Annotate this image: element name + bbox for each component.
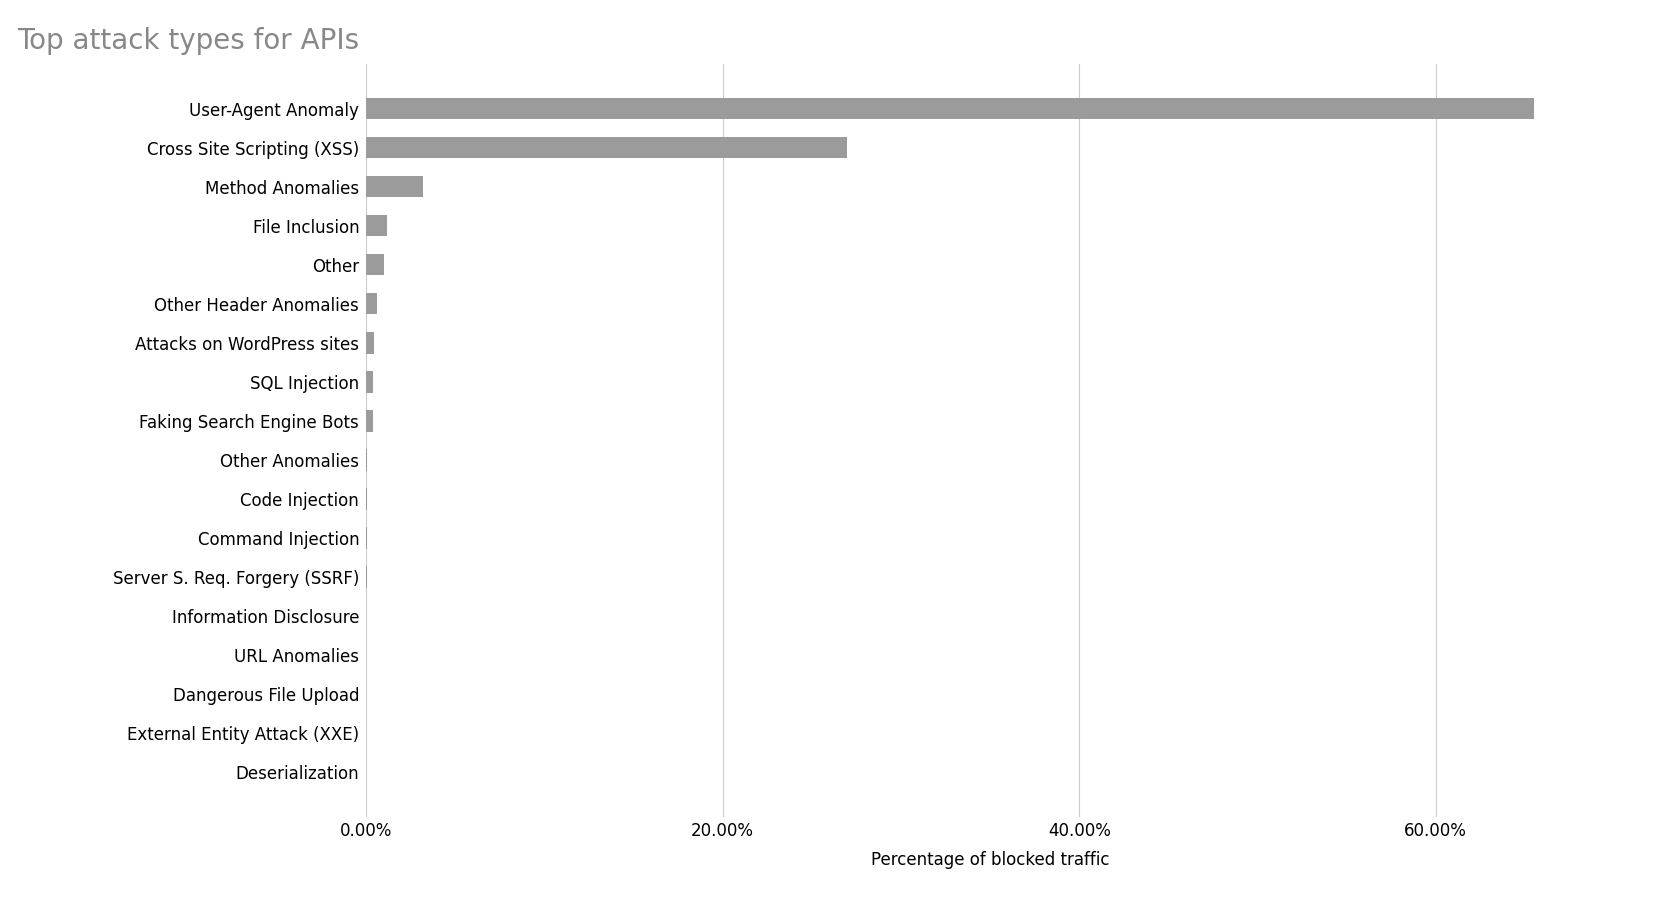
Bar — [366, 371, 373, 392]
Bar — [366, 137, 847, 158]
Text: Top attack types for APIs: Top attack types for APIs — [17, 27, 359, 55]
Bar — [366, 293, 376, 314]
X-axis label: Percentage of blocked traffic: Percentage of blocked traffic — [870, 851, 1110, 869]
Bar — [366, 215, 388, 236]
Bar — [366, 98, 1534, 119]
Bar — [366, 254, 384, 275]
Bar — [366, 176, 423, 197]
Bar — [366, 410, 373, 431]
Bar — [366, 332, 374, 353]
